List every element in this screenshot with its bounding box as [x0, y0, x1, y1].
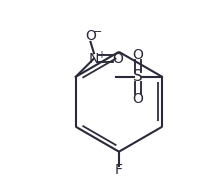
Text: S: S [133, 69, 143, 84]
Text: +: + [97, 50, 105, 60]
Text: F: F [115, 163, 123, 177]
Text: O: O [133, 92, 144, 106]
Text: −: − [93, 27, 103, 37]
Text: O: O [112, 52, 123, 65]
Text: O: O [133, 48, 144, 62]
Text: O: O [85, 30, 96, 43]
Text: N: N [89, 52, 99, 65]
